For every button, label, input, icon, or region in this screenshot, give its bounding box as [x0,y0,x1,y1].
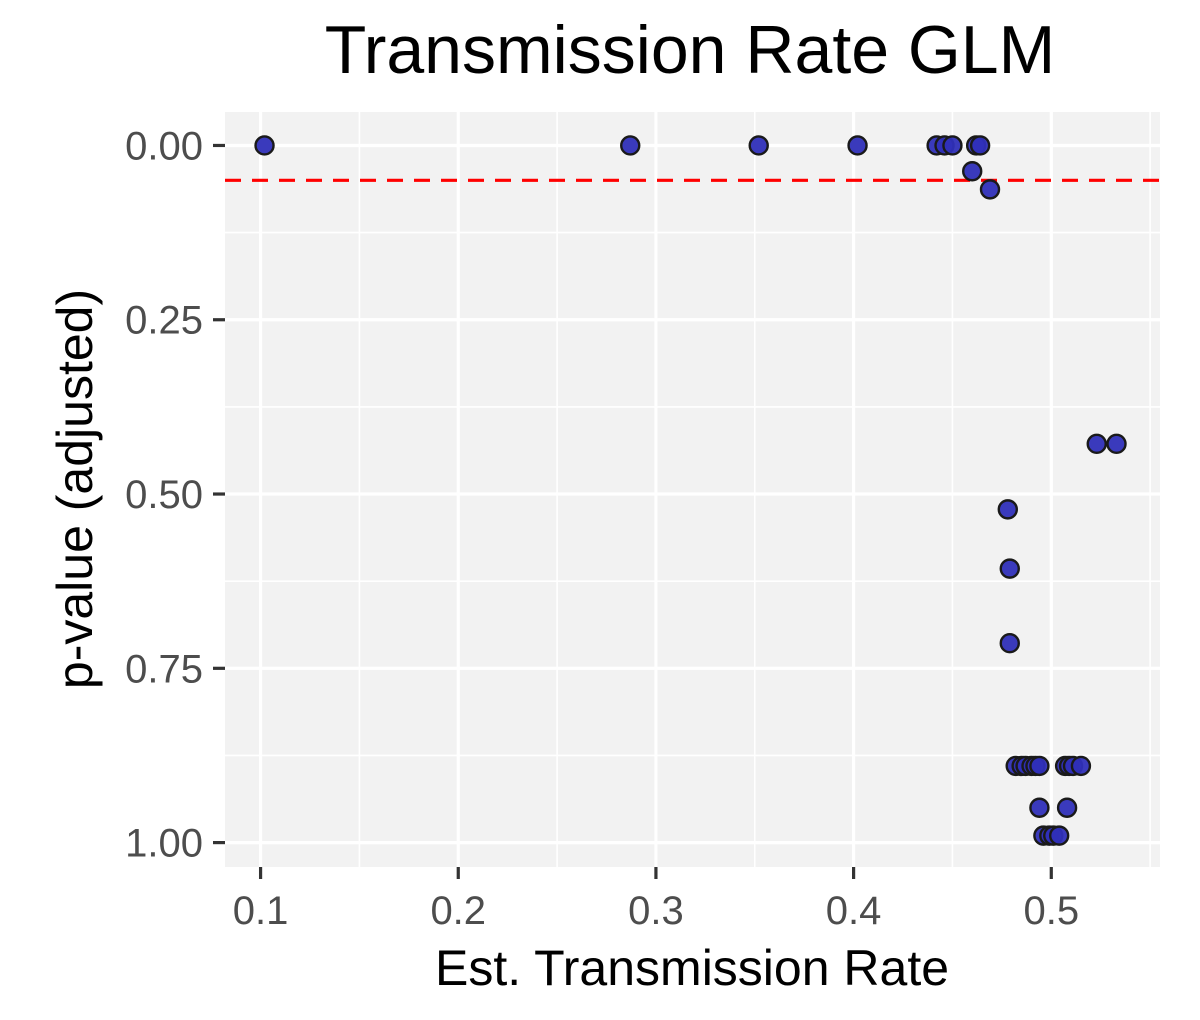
y-tick-label: 0.25 [125,299,203,343]
y-tick-label: 1.00 [125,822,203,866]
y-tick-label: 0.00 [125,124,203,168]
x-tick-label: 0.2 [430,889,486,933]
y-tick-label: 0.50 [125,473,203,517]
x-tick-label: 0.4 [826,889,882,933]
data-point [1070,755,1092,777]
data-point [1106,433,1127,455]
y-axis-title: p-value (adjusted) [47,289,103,689]
x-tick-label: 0.3 [628,889,684,933]
x-tick-label: 0.5 [1023,889,1079,933]
x-axis-title: Est. Transmission Rate [435,940,949,996]
y-tick-label: 0.75 [125,647,203,691]
data-point [254,135,275,156]
data-point [979,179,1001,200]
data-point [1086,433,1107,455]
data-point [847,135,868,156]
y-axis-ticks: 0.00 0.25 0.50 0.75 1.00 [125,124,225,866]
x-tick-label: 0.1 [233,889,289,933]
x-axis-ticks: 0.1 0.2 0.3 0.4 0.5 [233,867,1079,933]
major-gridlines [225,112,1160,867]
data-point [999,558,1020,579]
data-point [620,135,641,156]
data-point [748,135,769,156]
data-points [254,135,1127,846]
data-point [969,135,991,156]
data-point [962,161,983,182]
chart-title: Transmission Rate GLM [325,12,1056,88]
data-point [1029,755,1050,777]
data-point [999,633,1020,654]
data-point [1048,825,1070,846]
data-point [1056,797,1078,818]
data-point [942,135,963,156]
minor-gridlines [225,112,1160,867]
data-point [1029,797,1050,818]
data-point [997,499,1018,520]
plot-panel [225,112,1160,867]
